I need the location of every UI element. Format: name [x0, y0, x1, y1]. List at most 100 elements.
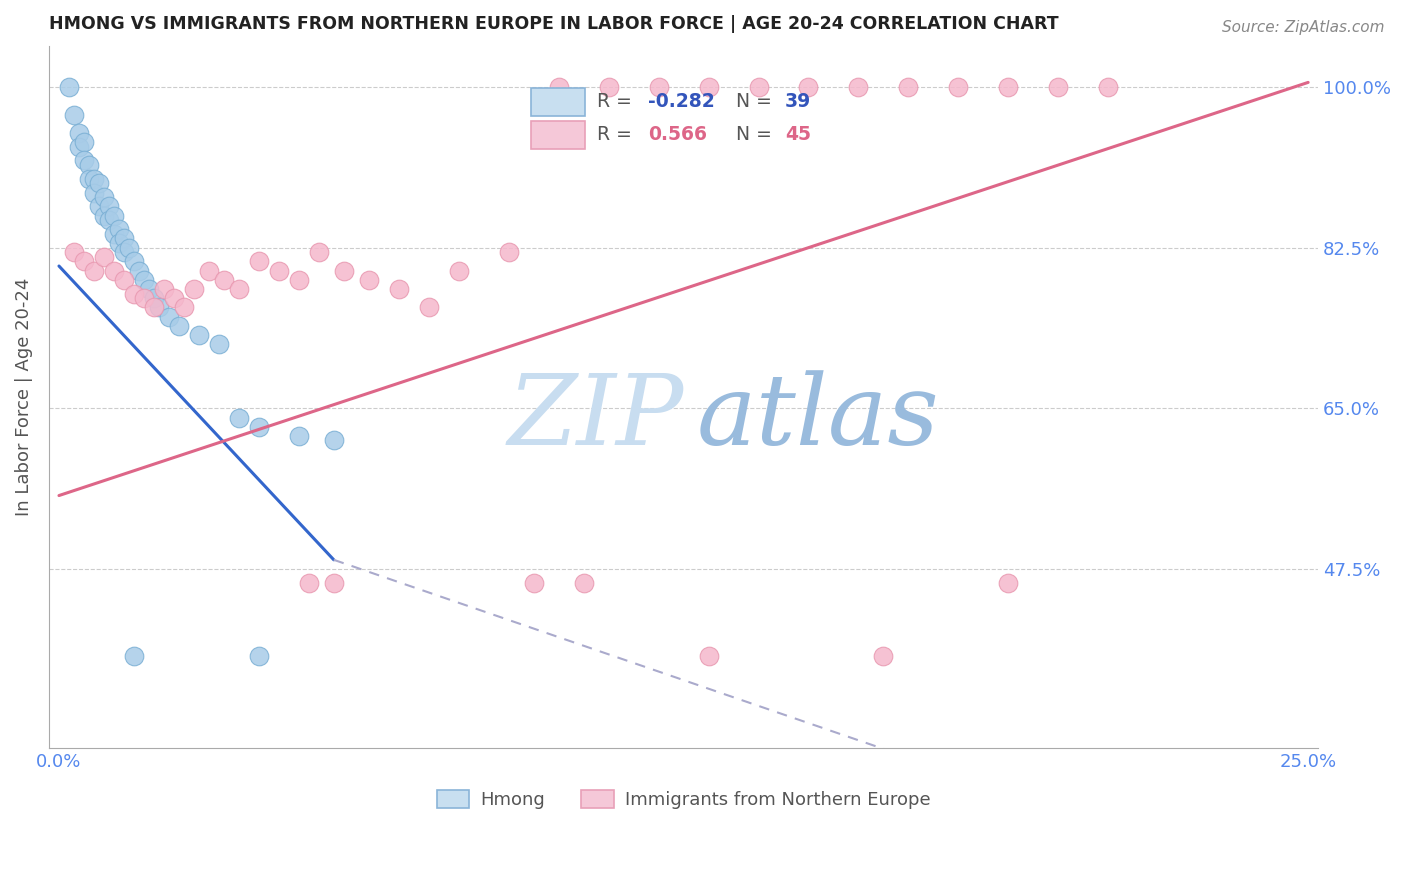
Point	[142, 291, 165, 305]
Point	[388, 282, 411, 296]
Point	[83, 171, 105, 186]
Point	[67, 126, 90, 140]
Point	[157, 310, 180, 324]
FancyBboxPatch shape	[531, 120, 585, 149]
Point	[67, 139, 90, 153]
Point	[572, 575, 595, 590]
Point	[183, 282, 205, 296]
Point	[308, 245, 330, 260]
Point	[93, 209, 115, 223]
Point	[198, 263, 221, 277]
Point	[523, 575, 546, 590]
Text: N =: N =	[724, 126, 778, 145]
Point	[247, 419, 270, 434]
Point	[58, 80, 80, 95]
Point	[103, 227, 125, 241]
Point	[848, 80, 870, 95]
Text: R =: R =	[598, 93, 638, 112]
Point	[897, 80, 920, 95]
Point	[872, 649, 894, 664]
Point	[498, 245, 520, 260]
Text: atlas: atlas	[696, 370, 939, 466]
Point	[77, 158, 100, 172]
Point	[108, 222, 131, 236]
Point	[598, 80, 620, 95]
Point	[208, 337, 231, 351]
Point	[333, 263, 356, 277]
Point	[73, 153, 96, 168]
Text: 39: 39	[785, 93, 811, 112]
Point	[103, 209, 125, 223]
Point	[1097, 80, 1119, 95]
Point	[73, 254, 96, 268]
FancyBboxPatch shape	[531, 87, 585, 116]
Point	[697, 80, 720, 95]
Point	[357, 273, 380, 287]
Point	[63, 245, 86, 260]
Point	[228, 282, 250, 296]
Point	[288, 273, 311, 287]
Point	[112, 231, 135, 245]
Point	[122, 649, 145, 664]
Point	[247, 649, 270, 664]
Point	[77, 171, 100, 186]
Point	[118, 241, 141, 255]
Text: ZIP: ZIP	[508, 370, 683, 466]
Point	[138, 282, 160, 296]
Point	[997, 80, 1019, 95]
Text: R =: R =	[598, 126, 644, 145]
Point	[697, 649, 720, 664]
Legend: Hmong, Immigrants from Northern Europe: Hmong, Immigrants from Northern Europe	[430, 782, 938, 816]
Point	[187, 327, 209, 342]
Point	[163, 291, 186, 305]
Point	[112, 273, 135, 287]
Point	[87, 177, 110, 191]
Point	[997, 575, 1019, 590]
Point	[132, 291, 155, 305]
Point	[122, 286, 145, 301]
Point	[247, 254, 270, 268]
Point	[148, 301, 170, 315]
Text: -0.282: -0.282	[648, 93, 714, 112]
Point	[153, 282, 176, 296]
Text: Source: ZipAtlas.com: Source: ZipAtlas.com	[1222, 20, 1385, 35]
Point	[103, 263, 125, 277]
Point	[97, 213, 120, 227]
Text: 45: 45	[785, 126, 811, 145]
Point	[87, 199, 110, 213]
Point	[122, 254, 145, 268]
Point	[83, 186, 105, 200]
Point	[132, 273, 155, 287]
Point	[447, 263, 470, 277]
Point	[298, 575, 321, 590]
Point	[167, 318, 190, 333]
Text: HMONG VS IMMIGRANTS FROM NORTHERN EUROPE IN LABOR FORCE | AGE 20-24 CORRELATION : HMONG VS IMMIGRANTS FROM NORTHERN EUROPE…	[49, 15, 1059, 33]
Point	[267, 263, 290, 277]
Point	[108, 235, 131, 250]
Point	[112, 245, 135, 260]
Point	[797, 80, 820, 95]
Point	[83, 263, 105, 277]
Point	[288, 429, 311, 443]
Point	[647, 80, 669, 95]
Point	[63, 107, 86, 121]
Y-axis label: In Labor Force | Age 20-24: In Labor Force | Age 20-24	[15, 277, 32, 516]
Point	[97, 199, 120, 213]
Point	[322, 575, 344, 590]
Point	[212, 273, 235, 287]
Point	[948, 80, 970, 95]
Text: N =: N =	[724, 93, 778, 112]
Point	[73, 135, 96, 149]
Point	[173, 301, 195, 315]
Point	[128, 263, 150, 277]
Point	[322, 434, 344, 448]
Point	[747, 80, 769, 95]
Point	[418, 301, 440, 315]
Point	[93, 250, 115, 264]
Point	[228, 410, 250, 425]
Point	[142, 301, 165, 315]
Point	[93, 190, 115, 204]
Point	[547, 80, 569, 95]
Point	[1047, 80, 1070, 95]
Text: 0.566: 0.566	[648, 126, 707, 145]
